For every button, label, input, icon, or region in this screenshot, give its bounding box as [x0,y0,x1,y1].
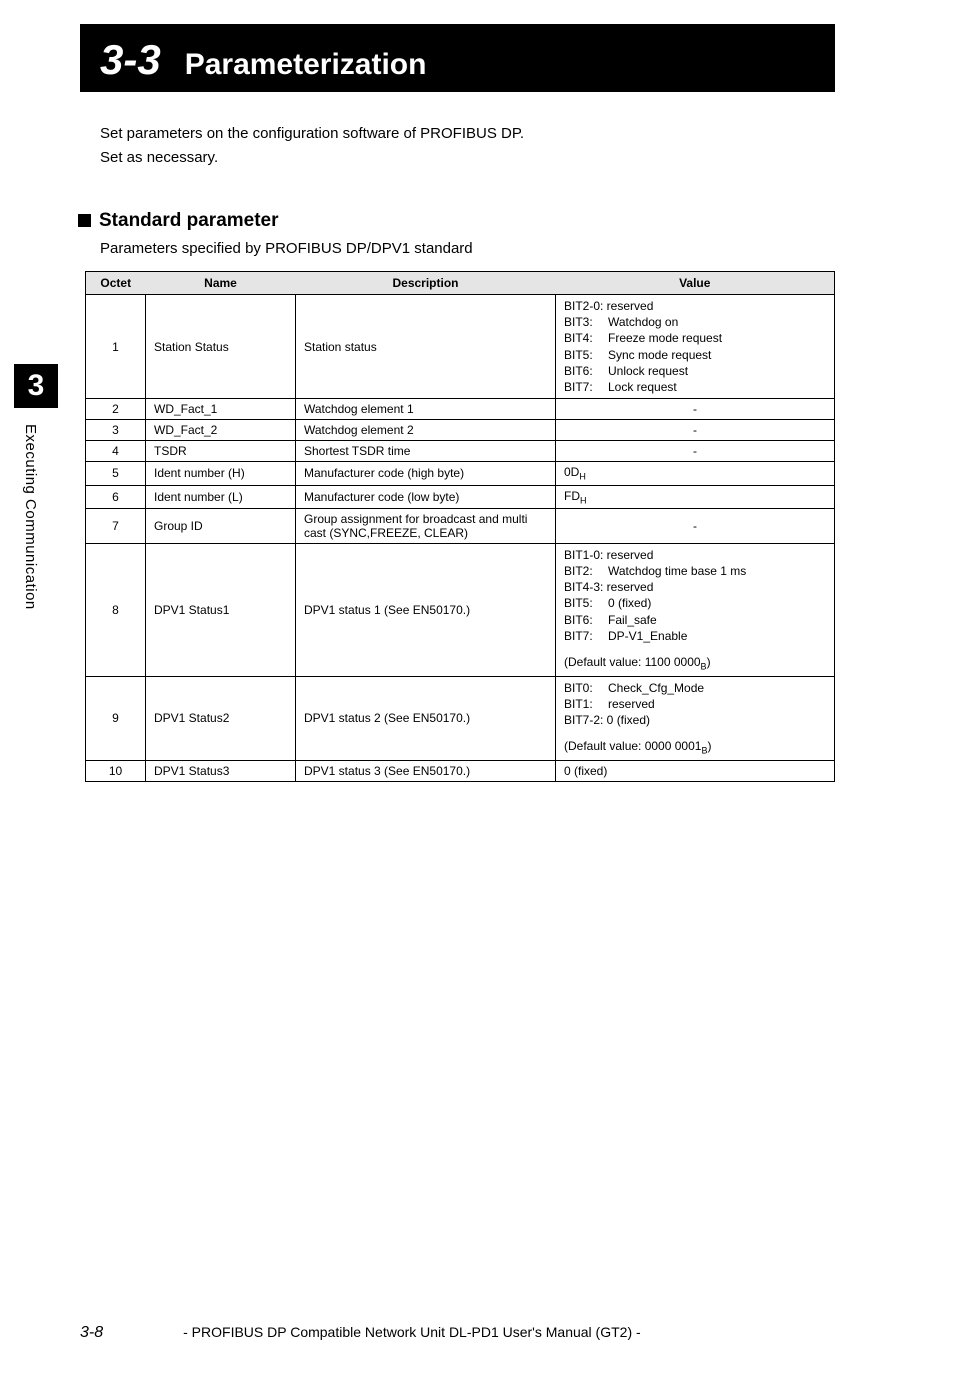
cell-description: Manufacturer code (high byte) [296,462,556,485]
th-octet: Octet [86,272,146,295]
cell-name: DPV1 Status3 [146,760,296,781]
cell-description: Station status [296,295,556,399]
cell-value: - [556,420,835,441]
cell-value: BIT0:Check_Cfg_ModeBIT1:reservedBIT7-2: … [556,676,835,760]
section-number: 3-3 [100,36,161,84]
cell-octet: 3 [86,420,146,441]
table-row: 4TSDRShortest TSDR time- [86,441,835,462]
cell-octet: 6 [86,485,146,508]
subsection-heading: Standard parameter [78,210,835,232]
cell-name: DPV1 Status1 [146,543,296,676]
cell-name: WD_Fact_2 [146,420,296,441]
cell-value: FDH [556,485,835,508]
cell-description: DPV1 status 2 (See EN50170.) [296,676,556,760]
cell-value: - [556,399,835,420]
cell-name: Ident number (L) [146,485,296,508]
cell-octet: 4 [86,441,146,462]
cell-octet: 2 [86,399,146,420]
section-title: Parameterization [185,48,427,82]
intro-line-1: Set parameters on the configuration soft… [100,122,835,146]
content-area: Set parameters on the configuration soft… [100,122,835,782]
cell-description: Group assignment for broadcast and multi… [296,508,556,543]
table-header-row: Octet Name Description Value [86,272,835,295]
cell-description: Watchdog element 1 [296,399,556,420]
cell-value: - [556,508,835,543]
intro-line-2: Set as necessary. [100,146,835,170]
chapter-tab: 3 [14,364,58,408]
cell-name: Ident number (H) [146,462,296,485]
table-row: 6Ident number (L)Manufacturer code (low … [86,485,835,508]
page-number: 3-8 [80,1324,103,1342]
subsection-heading-text: Standard parameter [99,210,279,231]
table-row: 10DPV1 Status3DPV1 status 3 (See EN50170… [86,760,835,781]
intro-text: Set parameters on the configuration soft… [100,122,835,170]
table-row: 9DPV1 Status2DPV1 status 2 (See EN50170.… [86,676,835,760]
parameter-table: Octet Name Description Value 1Station St… [85,271,835,782]
section-header: 3-3 Parameterization [80,24,835,92]
cell-value: BIT1-0: reservedBIT2:Watchdog time base … [556,543,835,676]
cell-description: Watchdog element 2 [296,420,556,441]
cell-octet: 9 [86,676,146,760]
subsection-desc: Parameters specified by PROFIBUS DP/DPV1… [100,240,835,257]
table-row: 3WD_Fact_2Watchdog element 2- [86,420,835,441]
cell-name: TSDR [146,441,296,462]
cell-name: DPV1 Status2 [146,676,296,760]
cell-description: DPV1 status 3 (See EN50170.) [296,760,556,781]
cell-name: Station Status [146,295,296,399]
cell-name: Group ID [146,508,296,543]
cell-octet: 1 [86,295,146,399]
square-bullet-icon [78,214,91,227]
cell-description: DPV1 status 1 (See EN50170.) [296,543,556,676]
table-row: 5Ident number (H)Manufacturer code (high… [86,462,835,485]
chapter-vertical-label: Executing Communication [22,424,39,610]
table-row: 2WD_Fact_1Watchdog element 1- [86,399,835,420]
cell-name: WD_Fact_1 [146,399,296,420]
cell-value: 0 (fixed) [556,760,835,781]
cell-value: BIT2-0: reservedBIT3:Watchdog onBIT4:Fre… [556,295,835,399]
cell-value: - [556,441,835,462]
table-row: 8DPV1 Status1DPV1 status 1 (See EN50170.… [86,543,835,676]
cell-octet: 5 [86,462,146,485]
th-value: Value [556,272,835,295]
th-name: Name [146,272,296,295]
cell-octet: 8 [86,543,146,676]
page-footer: 3-8 - PROFIBUS DP Compatible Network Uni… [0,1324,954,1342]
footer-title: - PROFIBUS DP Compatible Network Unit DL… [183,1324,641,1340]
cell-description: Shortest TSDR time [296,441,556,462]
th-description: Description [296,272,556,295]
table-row: 7Group IDGroup assignment for broadcast … [86,508,835,543]
table-row: 1Station StatusStation statusBIT2-0: res… [86,295,835,399]
cell-value: 0DH [556,462,835,485]
cell-octet: 10 [86,760,146,781]
cell-octet: 7 [86,508,146,543]
cell-description: Manufacturer code (low byte) [296,485,556,508]
